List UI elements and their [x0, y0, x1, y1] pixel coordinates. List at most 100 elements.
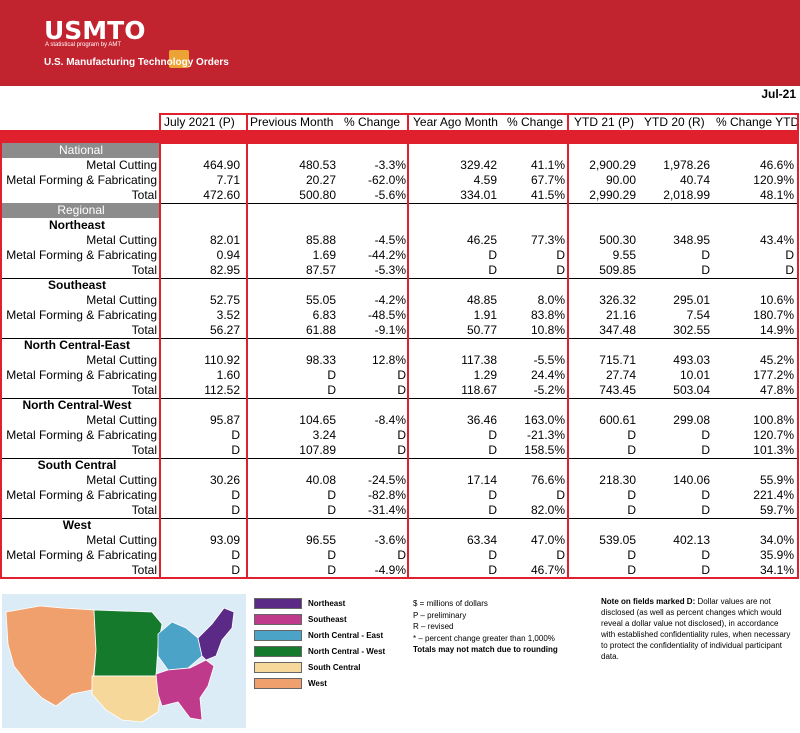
value-cell: 55.9% [759, 473, 794, 487]
column-header: Previous Month [250, 115, 334, 129]
value-cell: -48.5% [367, 308, 406, 322]
frame-top [160, 113, 799, 115]
value-cell: 55.05 [305, 293, 336, 307]
value-cell: -44.2% [367, 248, 406, 262]
column-header: % Change [344, 115, 401, 129]
value-cell: D [627, 503, 636, 517]
value-cell: 1.69 [312, 248, 336, 262]
legend-label: South Central [308, 663, 361, 672]
total-row: Total 112.52 D D 118.67 -5.2% 743.45 503.04 47.8… [0, 383, 799, 398]
value-cell: 17.14 [466, 473, 497, 487]
value-cell: D [556, 548, 565, 562]
value-cell: 56.27 [209, 323, 240, 337]
table-row: Metal Cutting 110.92 98.33 12.8% 117.38 -5.5%… [0, 353, 799, 368]
value-cell: D [231, 563, 240, 577]
tag-icon [169, 50, 189, 68]
value-cell: 48.85 [466, 293, 497, 307]
value-cell: D [701, 563, 710, 577]
value-cell: 329.42 [460, 158, 497, 172]
value-cell: D [397, 428, 406, 442]
value-cell: 1,978.26 [663, 158, 710, 172]
table-row: Metal Cutting 52.75 55.05 -4.2% 48.85 8.0% 326… [0, 293, 799, 308]
value-cell: 1.91 [473, 308, 497, 322]
section-national: National [2, 143, 160, 158]
column-header: Year Ago Month [413, 115, 498, 129]
value-cell: 299.08 [673, 413, 710, 427]
column-header: YTD 21 (P) [574, 115, 635, 129]
value-cell: 48.1% [759, 188, 794, 202]
value-cell: 2,900.29 [589, 158, 636, 172]
period-label: Jul-21 [761, 87, 796, 101]
value-cell: 3.52 [216, 308, 240, 322]
value-cell: 8.0% [537, 293, 565, 307]
value-cell: D [397, 368, 406, 382]
value-cell: 347.48 [599, 323, 636, 337]
value-cell: D [627, 563, 636, 577]
d-note-title: Note on fields marked D: [601, 597, 696, 606]
row-label: Metal Forming & Fabricating [6, 488, 157, 502]
value-cell: 83.8% [530, 308, 565, 322]
key-note: P – preliminary [413, 610, 467, 620]
table-row: Metal Forming & Fabricating D D -82.8% D D D D 2… [0, 488, 799, 503]
row-label: Metal Forming & Fabricating [6, 368, 157, 382]
value-cell: -8.4% [374, 413, 406, 427]
value-cell: 101.3% [753, 443, 794, 457]
value-cell: 61.88 [305, 323, 336, 337]
value-cell: 0.94 [216, 248, 240, 262]
frame-divider-4 [567, 113, 569, 579]
value-cell: D [327, 383, 336, 397]
header-banner: USMTO A statistical program by AMT U.S. … [0, 0, 800, 86]
table-row: Metal Cutting 93.09 96.55 -3.6% 63.34 47.0% 53… [0, 533, 799, 548]
frame-divider-2 [246, 113, 248, 579]
value-cell: 45.2% [759, 353, 794, 367]
legend-swatch [254, 614, 302, 625]
value-cell: 158.5% [524, 443, 565, 457]
legend-label: Southeast [308, 615, 347, 624]
value-cell: 107.89 [299, 443, 336, 457]
value-cell: 24.4% [530, 368, 565, 382]
value-cell: 2,990.29 [589, 188, 636, 202]
legend-swatch [254, 630, 302, 641]
d-note-text: Dollar values are not disclosed (as well… [601, 597, 791, 661]
row-divider [0, 278, 799, 279]
value-cell: D [231, 548, 240, 562]
row-label: Total [131, 503, 157, 517]
value-cell: -31.4% [367, 503, 406, 517]
value-cell: 600.61 [599, 413, 636, 427]
value-cell: 120.9% [753, 173, 794, 187]
value-cell: 9.55 [612, 248, 636, 262]
value-cell: 326.32 [599, 293, 636, 307]
us-regions-map [2, 594, 246, 728]
value-cell: 10.6% [759, 293, 794, 307]
value-cell: 1.60 [216, 368, 240, 382]
legend-swatch [254, 646, 302, 657]
value-cell: D [556, 263, 565, 277]
value-cell: 1.29 [473, 368, 497, 382]
value-cell: D [701, 548, 710, 562]
value-cell: D [701, 503, 710, 517]
frame-divider-3 [407, 113, 409, 579]
total-row: Total 82.95 87.57 -5.3% D D 509.85 D D [0, 263, 799, 278]
region-heading: West [62, 518, 92, 532]
legend-label: West [308, 679, 327, 688]
row-label: Metal Forming & Fabricating [6, 308, 157, 322]
value-cell: 472.60 [203, 188, 240, 202]
value-cell: D [701, 428, 710, 442]
value-cell: 295.01 [673, 293, 710, 307]
total-row: Total D 107.89 D D 158.5% D D 101.3% [0, 443, 799, 458]
value-cell: D [785, 263, 794, 277]
value-cell: D [397, 383, 406, 397]
value-cell: 218.30 [599, 473, 636, 487]
value-cell: D [627, 428, 636, 442]
value-cell: 34.0% [759, 533, 794, 547]
d-note: Note on fields marked D: Dollar values a… [601, 596, 791, 662]
legend-label: North Central - East [308, 631, 384, 640]
value-cell: 110.92 [204, 353, 240, 367]
value-cell: 59.7% [759, 503, 794, 517]
value-cell: D [488, 443, 497, 457]
legend-label: Northeast [308, 599, 346, 608]
value-cell: 50.77 [466, 323, 497, 337]
value-cell: 47.0% [530, 533, 565, 547]
value-cell: -3.6% [374, 533, 406, 547]
value-cell: -5.6% [374, 188, 406, 202]
